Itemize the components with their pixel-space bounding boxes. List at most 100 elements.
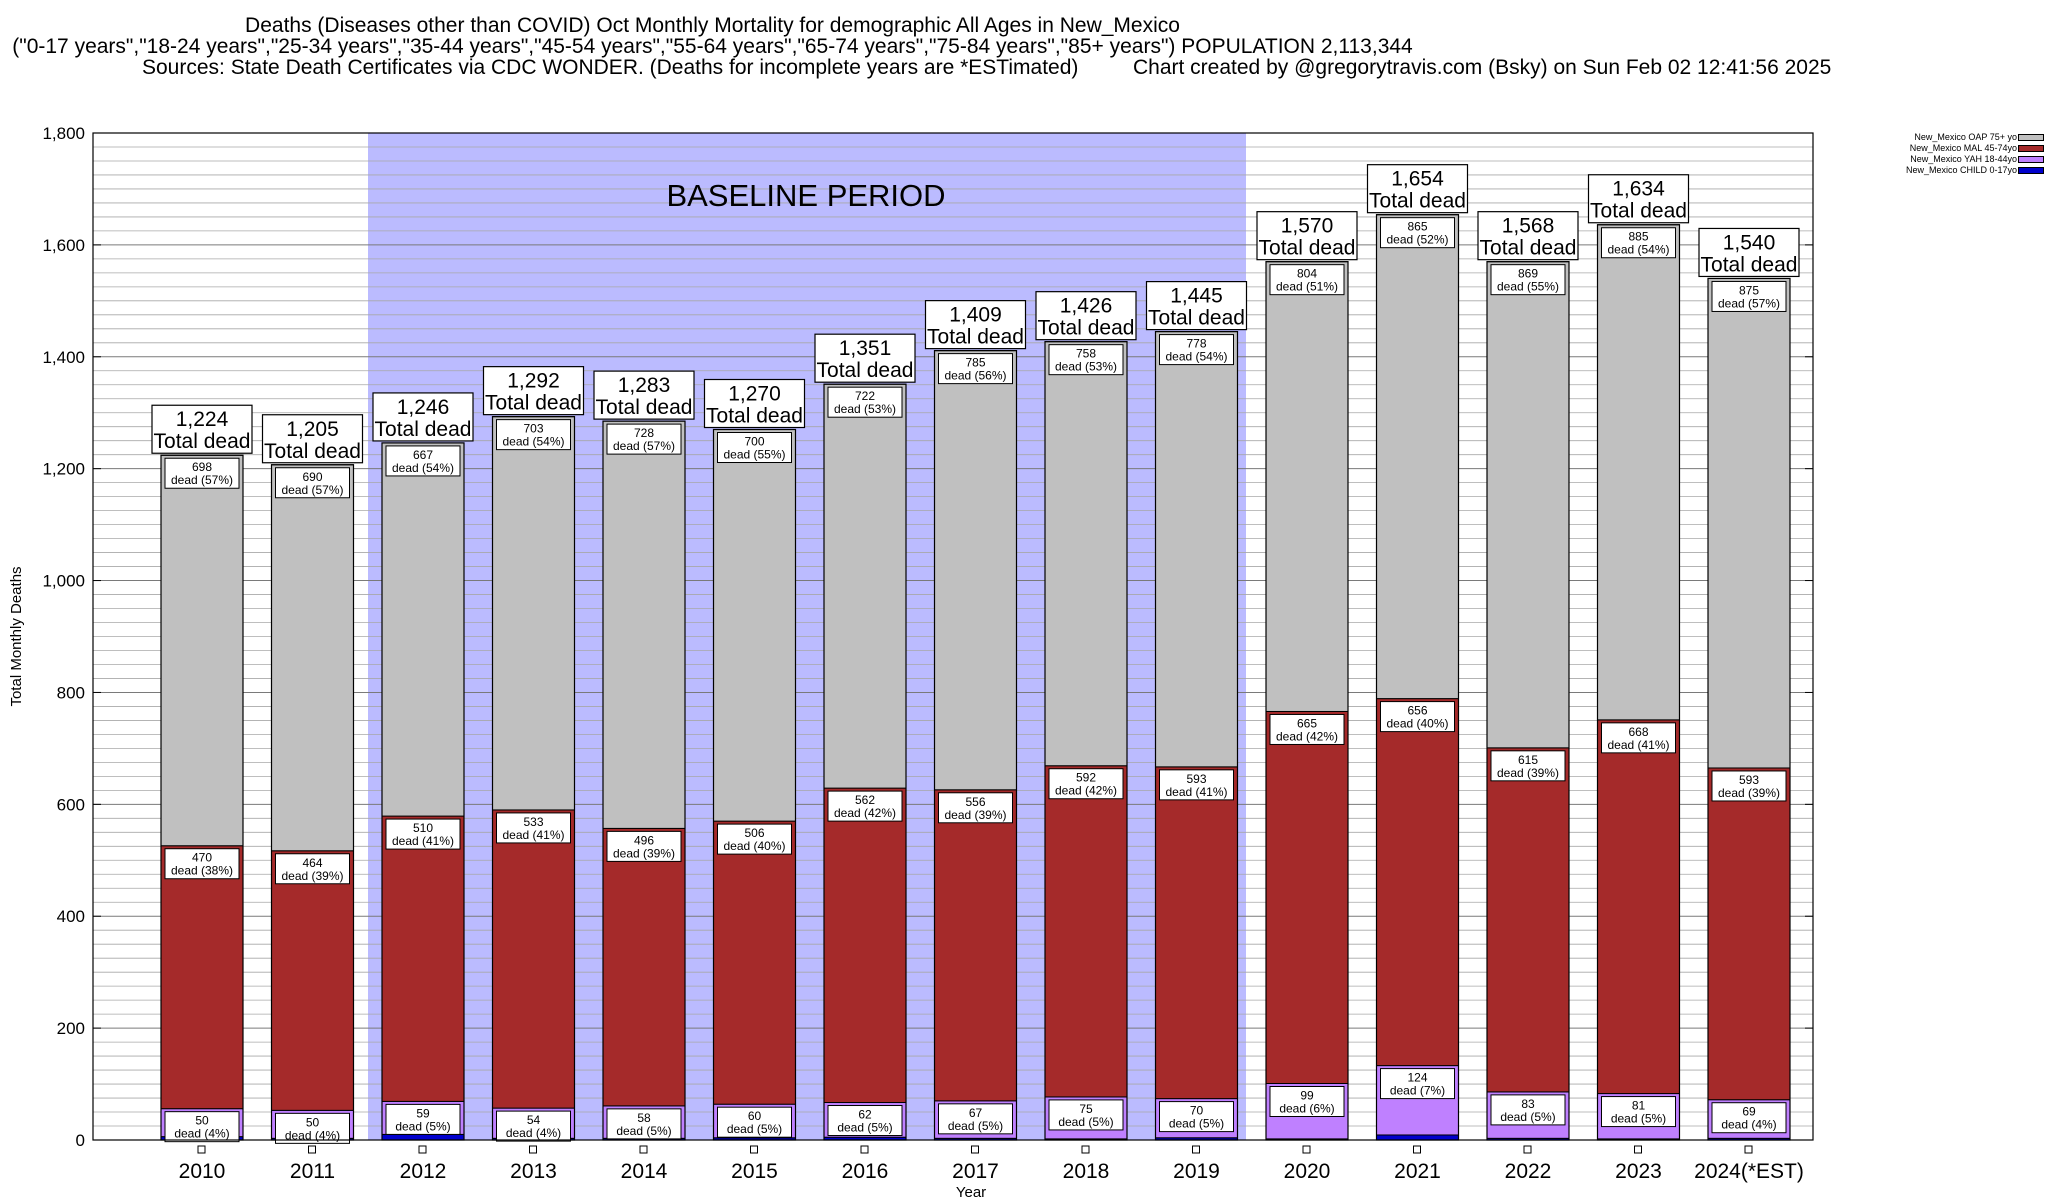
segment-percent-label: dead (55%): [723, 448, 785, 462]
segment-percent-label: dead (57%): [171, 473, 233, 487]
segment-percent-label: dead (54%): [392, 461, 454, 475]
segment-label-box: [275, 467, 350, 499]
segment-value-label: 50: [306, 1115, 320, 1129]
segment-percent-label: dead (53%): [1055, 360, 1117, 374]
segment-value-label: 593: [1739, 773, 1759, 787]
bar-segment: [1707, 277, 1791, 769]
bar-segment: [713, 429, 796, 822]
segment-value-label: 50: [195, 1114, 209, 1128]
segment-percent-label: dead (5%): [1058, 1115, 1113, 1129]
bar-segment: [1597, 719, 1680, 1095]
total-suffix-label: Total dead: [817, 359, 914, 382]
segment-value-label: 62: [858, 1108, 872, 1122]
segment-value-label: 83: [1521, 1097, 1535, 1111]
total-label-box: [1698, 227, 1800, 278]
total-value-label: 1,292: [507, 370, 560, 393]
total-suffix-label: Total dead: [154, 430, 251, 453]
segment-label-box: [938, 1103, 1013, 1135]
total-label-box: [1587, 174, 1690, 224]
segment-label-box: [717, 432, 792, 464]
segment-percent-label: dead (7%): [1390, 1084, 1445, 1098]
y-tick-label: 800: [57, 683, 85, 702]
segment-value-label: 99: [1300, 1088, 1314, 1102]
segment-label-box: [606, 423, 682, 455]
segment-label-box: [164, 848, 240, 880]
segment-label-box: [164, 1111, 240, 1143]
segment-percent-label: dead (41%): [1607, 738, 1669, 752]
segment-percent-label: dead (41%): [392, 834, 454, 848]
bar-segment: [934, 350, 1017, 791]
legend-label-yah: New_Mexico YAH 18-44yo: [1910, 154, 2017, 164]
total-label-box: [482, 366, 585, 416]
bar-segment: [1486, 261, 1570, 749]
total-suffix-label: Total dead: [927, 326, 1024, 349]
segment-value-label: 703: [523, 422, 543, 436]
segment-value-label: 869: [1518, 267, 1538, 281]
bar-segment: [160, 845, 244, 1110]
segment-value-label: 690: [302, 470, 322, 484]
segment-value-label: 592: [1076, 771, 1096, 785]
x-tick-label: 2011: [290, 1160, 335, 1183]
segment-value-label: 59: [416, 1106, 430, 1120]
segment-percent-label: dead (5%): [727, 1122, 782, 1136]
segment-percent-label: dead (4%): [174, 1127, 229, 1141]
bar-segment: [602, 827, 686, 1107]
segment-label-box: [496, 812, 571, 844]
segment-label-box: [1048, 768, 1124, 800]
segment-percent-label: dead (52%): [1386, 233, 1448, 247]
y-tick-label: 200: [57, 1019, 85, 1038]
total-label-box: [814, 333, 916, 383]
bar-marker: [750, 1145, 758, 1154]
segment-value-label: 562: [855, 793, 875, 807]
segment-percent-label: dead (42%): [1055, 784, 1117, 798]
segment-percent-label: dead (41%): [502, 828, 564, 842]
segment-percent-label: dead (57%): [613, 439, 675, 453]
total-value-label: 1,570: [1281, 215, 1334, 238]
total-label-box: [593, 370, 695, 420]
segment-value-label: 510: [413, 821, 433, 835]
segment-percent-label: dead (54%): [502, 435, 564, 449]
segment-percent-label: dead (55%): [1497, 280, 1559, 294]
segment-percent-label: dead (4%): [506, 1126, 561, 1140]
legend-item-yah: New_Mexico YAH 18-44yo: [1862, 154, 2048, 165]
segment-label-box: [1269, 1085, 1345, 1117]
segment-label-box: [1380, 701, 1455, 733]
bar-segment: [602, 420, 686, 829]
segment-label-box: [1159, 334, 1234, 366]
segment-percent-label: dead (5%): [837, 1121, 892, 1135]
total-suffix-label: Total dead: [485, 392, 582, 415]
bar-segment: [381, 442, 465, 817]
y-tick-label: 0: [76, 1131, 85, 1150]
segment-value-label: 67: [969, 1106, 983, 1120]
segment-value-label: 506: [744, 826, 764, 840]
segment-label-box: [1380, 1068, 1455, 1100]
bar-segment: [271, 464, 354, 852]
segment-label-box: [606, 830, 682, 862]
bar-marker: [1744, 1145, 1753, 1154]
total-suffix-label: Total dead: [1369, 190, 1466, 213]
bar-segment: [1044, 765, 1128, 1098]
y-tick-label: 1,600: [42, 236, 85, 255]
total-suffix-label: Total dead: [1590, 200, 1687, 223]
segment-value-label: 758: [1076, 347, 1096, 361]
segment-value-label: 470: [192, 851, 212, 865]
legend-label-oap: New_Mexico OAP 75+ yo: [1914, 132, 2017, 142]
x-tick-label: 2019: [1173, 1160, 1220, 1183]
segment-value-label: 124: [1407, 1071, 1427, 1085]
bar-marker: [197, 1145, 206, 1154]
legend-label-mal: New_Mexico MAL 45-74yo: [1909, 143, 2017, 153]
chart-subtitle: ("0-17 years","18-24 years","25-34 years…: [12, 35, 1413, 58]
segment-percent-label: dead (54%): [1165, 350, 1227, 364]
segment-percent-label: dead (57%): [1718, 296, 1780, 310]
bar-marker: [1081, 1145, 1090, 1154]
segment-percent-label: dead (5%): [1169, 1117, 1224, 1131]
total-label-box: [151, 404, 253, 454]
segment-label-box: [1490, 750, 1566, 782]
segment-value-label: 533: [523, 815, 543, 829]
bar-segment: [823, 787, 907, 1104]
segment-label-box: [275, 1112, 350, 1144]
legend-item-oap: New_Mexico OAP 75+ yo: [1862, 132, 2048, 143]
legend-swatch-yah: [2018, 156, 2044, 163]
segment-label-box: [1269, 264, 1345, 296]
